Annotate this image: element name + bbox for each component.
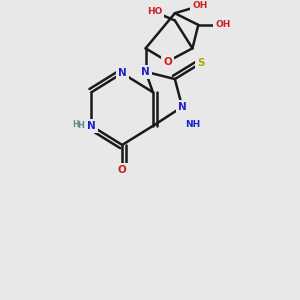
Text: N: N xyxy=(118,68,127,78)
Text: NH: NH xyxy=(185,120,200,129)
Text: OH: OH xyxy=(192,2,208,10)
Text: N: N xyxy=(87,121,96,131)
Text: H: H xyxy=(77,122,84,130)
Text: N: N xyxy=(141,67,150,77)
Text: OH: OH xyxy=(215,20,231,29)
Text: H: H xyxy=(72,120,79,129)
Text: O: O xyxy=(163,56,172,67)
Text: O: O xyxy=(118,165,127,175)
Text: N: N xyxy=(178,102,187,112)
Text: HO: HO xyxy=(147,7,162,16)
Text: S: S xyxy=(197,58,205,68)
